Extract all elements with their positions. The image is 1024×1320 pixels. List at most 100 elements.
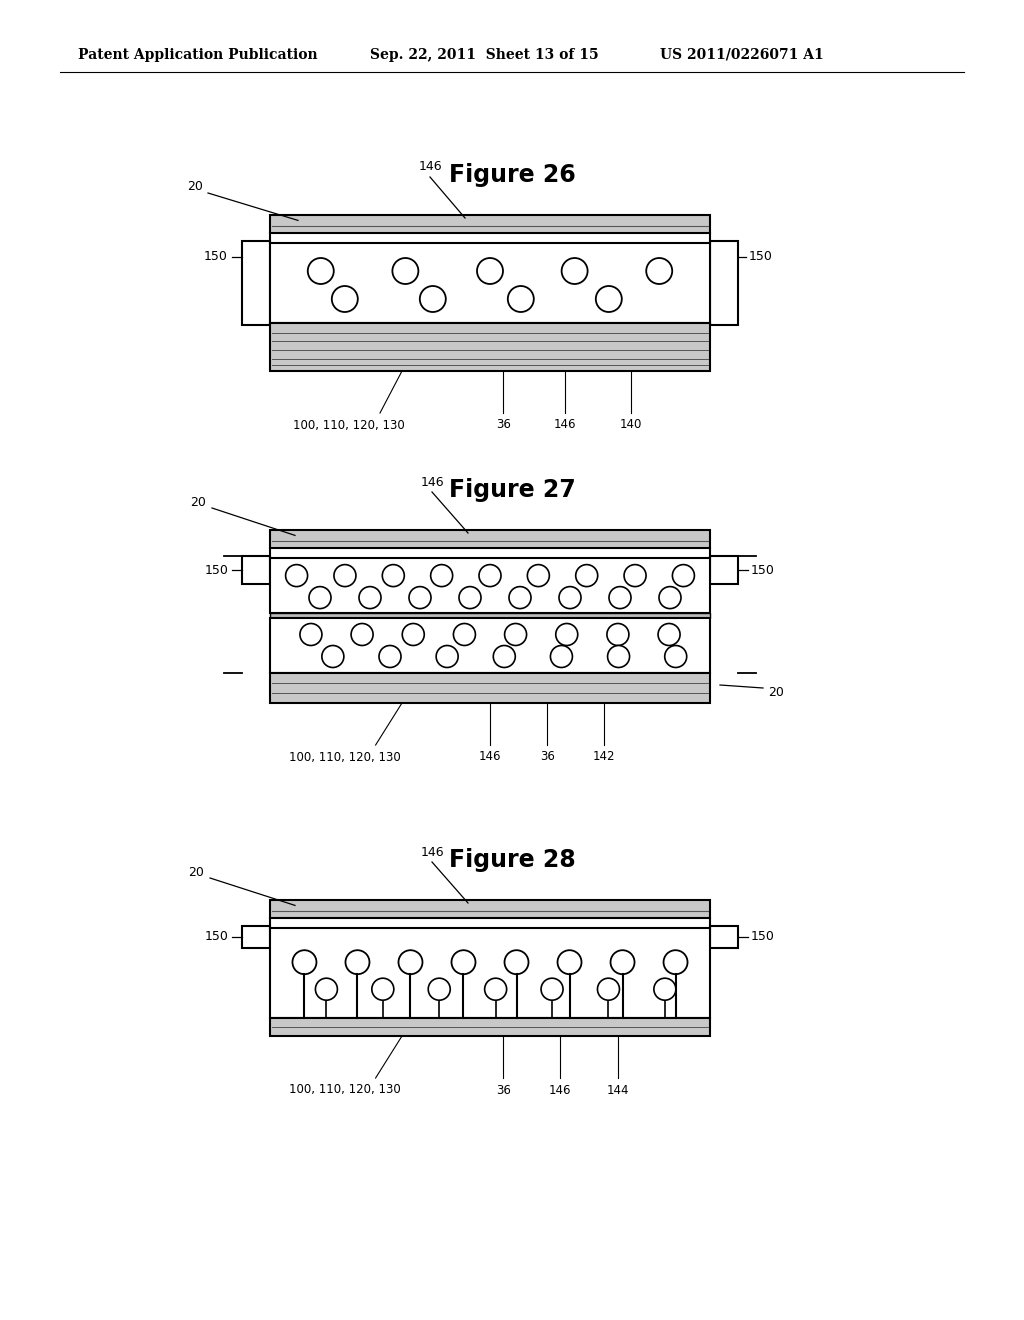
Circle shape: [559, 586, 581, 609]
Circle shape: [556, 623, 578, 645]
Circle shape: [322, 645, 344, 668]
Circle shape: [624, 565, 646, 586]
Circle shape: [454, 623, 475, 645]
Circle shape: [609, 586, 631, 609]
Circle shape: [659, 586, 681, 609]
Bar: [270, 618, 710, 673]
Circle shape: [309, 586, 331, 609]
Text: Figure 26: Figure 26: [449, 162, 575, 187]
Text: 146: 146: [549, 1084, 571, 1097]
Text: 20: 20: [187, 181, 203, 194]
Text: 20: 20: [188, 866, 204, 879]
Bar: [270, 215, 710, 234]
Text: 36: 36: [540, 751, 555, 763]
Circle shape: [494, 645, 515, 668]
Circle shape: [541, 978, 563, 1001]
Circle shape: [664, 950, 687, 974]
Circle shape: [607, 623, 629, 645]
Circle shape: [332, 286, 357, 312]
Text: 20: 20: [190, 495, 206, 508]
Circle shape: [505, 950, 528, 974]
Circle shape: [382, 565, 404, 586]
Bar: [242, 242, 270, 325]
Circle shape: [398, 950, 423, 974]
Bar: [270, 900, 710, 917]
Bar: [270, 243, 710, 323]
Circle shape: [420, 286, 445, 312]
Bar: [270, 612, 710, 618]
Text: 100, 110, 120, 130: 100, 110, 120, 130: [289, 751, 400, 763]
Bar: [710, 556, 738, 583]
Circle shape: [392, 257, 419, 284]
Circle shape: [459, 586, 481, 609]
Bar: [270, 928, 710, 1018]
Circle shape: [646, 257, 672, 284]
Text: 146: 146: [418, 161, 441, 173]
Circle shape: [315, 978, 338, 1001]
Bar: [710, 927, 738, 948]
Circle shape: [436, 645, 458, 668]
Bar: [270, 323, 710, 371]
Circle shape: [596, 286, 622, 312]
Circle shape: [379, 645, 401, 668]
Circle shape: [351, 623, 373, 645]
Circle shape: [452, 950, 475, 974]
Circle shape: [508, 286, 534, 312]
Circle shape: [654, 978, 676, 1001]
Circle shape: [484, 978, 507, 1001]
Circle shape: [293, 950, 316, 974]
Text: 150: 150: [751, 564, 775, 577]
Circle shape: [308, 257, 334, 284]
Text: 150: 150: [205, 564, 229, 577]
Circle shape: [665, 645, 687, 668]
Circle shape: [372, 978, 394, 1001]
Circle shape: [300, 623, 322, 645]
Text: 20: 20: [768, 686, 784, 700]
Text: 100, 110, 120, 130: 100, 110, 120, 130: [293, 418, 406, 432]
Bar: [270, 1018, 710, 1036]
Circle shape: [658, 623, 680, 645]
Circle shape: [431, 565, 453, 586]
Circle shape: [409, 586, 431, 609]
Bar: [270, 558, 710, 612]
Circle shape: [575, 565, 598, 586]
Circle shape: [286, 565, 307, 586]
Text: Figure 27: Figure 27: [449, 478, 575, 502]
Circle shape: [402, 623, 424, 645]
Bar: [242, 556, 270, 583]
Text: 36: 36: [496, 1084, 511, 1097]
Text: 150: 150: [205, 931, 229, 944]
Text: 146: 146: [420, 475, 443, 488]
Circle shape: [527, 565, 549, 586]
Text: 100, 110, 120, 130: 100, 110, 120, 130: [289, 1084, 400, 1097]
Text: 146: 146: [554, 418, 577, 432]
Bar: [242, 927, 270, 948]
Text: 140: 140: [620, 418, 642, 432]
Circle shape: [557, 950, 582, 974]
Bar: [270, 673, 710, 704]
Circle shape: [673, 565, 694, 586]
Text: 142: 142: [593, 751, 615, 763]
Text: US 2011/0226071 A1: US 2011/0226071 A1: [660, 48, 823, 62]
Text: Patent Application Publication: Patent Application Publication: [78, 48, 317, 62]
Bar: [710, 242, 738, 325]
Text: 36: 36: [496, 418, 511, 432]
Circle shape: [561, 257, 588, 284]
Text: 144: 144: [606, 1084, 629, 1097]
Text: Sep. 22, 2011  Sheet 13 of 15: Sep. 22, 2011 Sheet 13 of 15: [370, 48, 599, 62]
Circle shape: [477, 257, 503, 284]
Circle shape: [505, 623, 526, 645]
Text: 146: 146: [420, 846, 443, 858]
Circle shape: [479, 565, 501, 586]
Text: 150: 150: [204, 251, 228, 264]
Text: 150: 150: [749, 251, 773, 264]
Circle shape: [428, 978, 451, 1001]
Text: 150: 150: [751, 931, 775, 944]
Text: Figure 28: Figure 28: [449, 847, 575, 873]
Circle shape: [334, 565, 356, 586]
Circle shape: [597, 978, 620, 1001]
Circle shape: [607, 645, 630, 668]
Text: 146: 146: [479, 751, 502, 763]
Bar: [270, 531, 710, 548]
Circle shape: [359, 586, 381, 609]
